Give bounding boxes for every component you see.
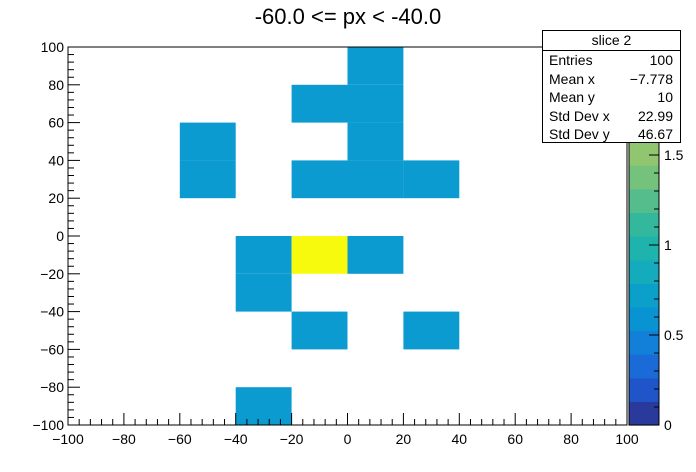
y-tick-label: −60	[40, 341, 64, 357]
y-tick-label: −100	[32, 417, 64, 433]
colorbar-segment	[629, 377, 659, 402]
stats-value: 46.67	[637, 126, 673, 142]
histogram-bin	[179, 122, 236, 161]
colorbar-tick-label: 0.5	[664, 327, 684, 343]
y-tick-label: 100	[41, 39, 65, 55]
histogram-bin	[235, 236, 292, 274]
y-tick-label: 40	[48, 152, 64, 168]
colorbar-segment	[629, 330, 659, 355]
colorbar-segment	[629, 259, 659, 284]
stats-row-std-dev-x: Std Dev x 22.99	[543, 107, 680, 126]
histogram-bin	[291, 236, 348, 274]
histogram-cells	[179, 47, 460, 425]
y-tick-label: −80	[40, 379, 64, 395]
stats-label: Entries	[549, 52, 593, 68]
chart-title: -60.0 <= px < -40.0	[254, 4, 442, 29]
histogram-bin	[291, 311, 348, 350]
colorbar-tick-label: 1	[664, 237, 672, 253]
stats-value: −7.778	[629, 70, 673, 87]
stats-label: Mean x	[549, 70, 595, 87]
histogram-bin	[235, 273, 292, 312]
colorbar-tick-label: 0	[664, 417, 672, 433]
x-tick-label: −80	[112, 431, 136, 447]
x-tick-label: −40	[224, 431, 248, 447]
stats-title: slice 2	[543, 31, 680, 51]
y-tick-label: 80	[48, 77, 64, 93]
colorbar-segment	[629, 354, 659, 379]
histogram-bin	[347, 47, 404, 85]
x-tick-label: −60	[168, 431, 192, 447]
x-tick-label: 0	[344, 431, 352, 447]
stats-label: Mean y	[549, 89, 595, 105]
x-axis: −100 −80 −60 −40 −20 0 20 40 60 80 100	[52, 413, 639, 447]
colorbar-segment	[629, 165, 659, 190]
histogram-bin	[347, 236, 404, 274]
stats-label: Std Dev x	[549, 107, 610, 124]
histogram-bin	[347, 84, 404, 123]
stats-value: 10	[657, 89, 673, 105]
x-tick-label: 40	[452, 431, 468, 447]
colorbar-segment	[629, 212, 659, 237]
stats-value: 100	[649, 52, 673, 68]
colorbar-segment	[629, 283, 659, 308]
stats-row-mean-y: Mean y 10	[543, 88, 680, 107]
colorbar-tick-label: 1.5	[664, 147, 684, 163]
x-tick-label: 80	[563, 431, 579, 447]
y-tick-label: −20	[40, 266, 64, 282]
histogram-bin	[347, 122, 404, 161]
y-axis: −100 −80 −60 −40 −20 0 20 40 60 80 100	[32, 39, 80, 433]
y-tick-label: 60	[48, 115, 64, 131]
y-tick-label: 20	[48, 190, 64, 206]
colorbar-segment	[629, 401, 659, 426]
histogram-bin	[291, 84, 348, 123]
stats-row-mean-x: Mean x −7.778	[543, 70, 680, 89]
histogram-bin	[403, 160, 460, 199]
y-tick-label: 0	[56, 228, 64, 244]
colorbar-segment	[629, 141, 659, 166]
histogram-bin	[179, 160, 236, 199]
y-tick-label: −40	[40, 304, 64, 320]
stats-label: Std Dev y	[549, 126, 610, 142]
x-tick-label: −100	[52, 431, 84, 447]
colorbar-segment	[629, 236, 659, 261]
x-tick-label: 60	[507, 431, 523, 447]
stats-row-entries: Entries 100	[543, 51, 680, 70]
stats-box: slice 2 Entries 100 Mean x −7.778 Mean y…	[542, 30, 681, 143]
x-tick-label: −20	[280, 431, 304, 447]
x-tick-label: 100	[615, 431, 639, 447]
stats-value: 22.99	[637, 107, 673, 124]
colorbar-segment	[629, 306, 659, 332]
histogram-bin	[347, 160, 404, 199]
histogram-bin	[291, 160, 348, 199]
stats-row-std-dev-y: Std Dev y 46.67	[543, 125, 680, 144]
x-tick-label: 20	[396, 431, 412, 447]
histogram-bin	[235, 387, 292, 425]
histogram-bin	[403, 311, 460, 350]
